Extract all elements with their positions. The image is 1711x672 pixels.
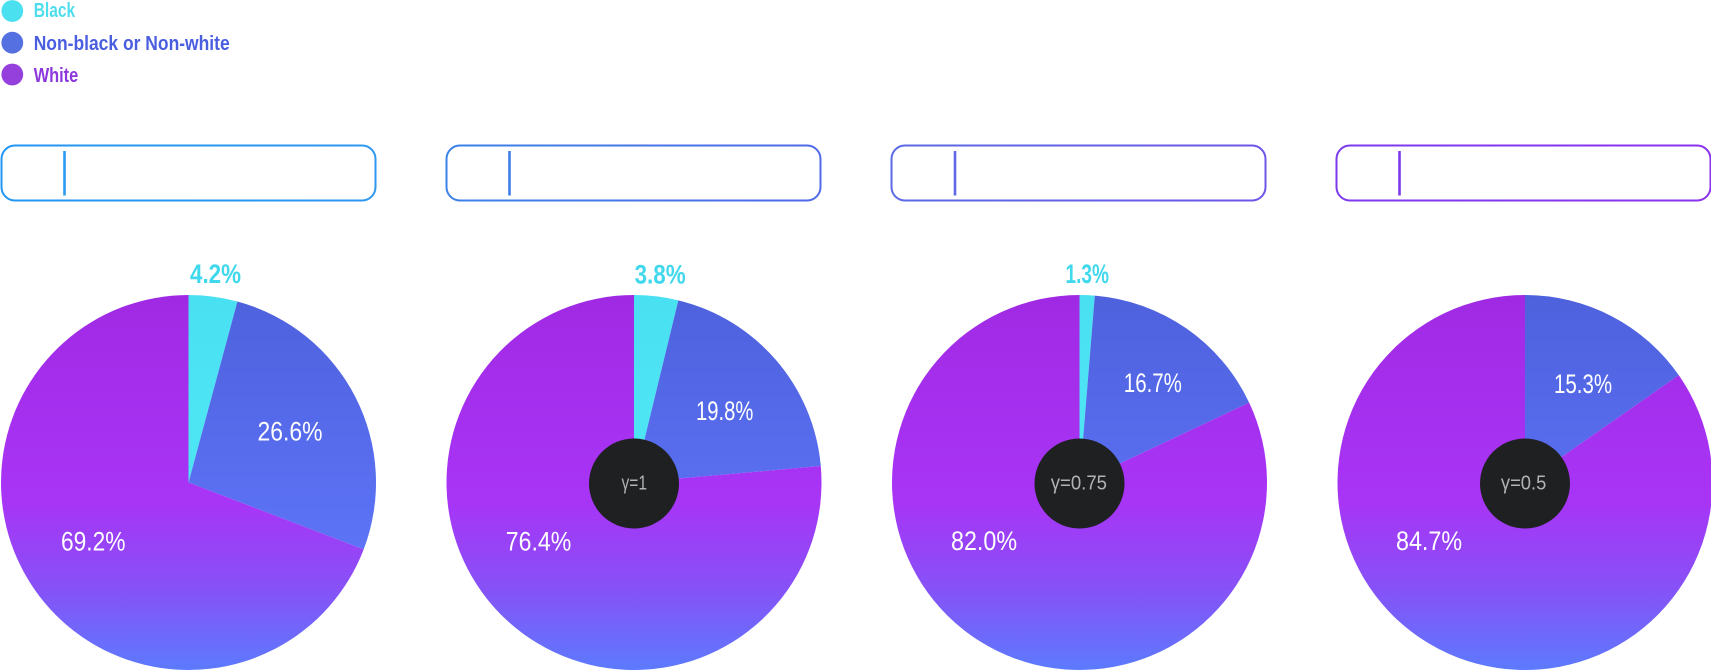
svg-text:84.7%: 84.7% [1396, 526, 1462, 556]
svg-text:Non-black or Non-white: Non-black or Non-white [34, 33, 230, 55]
svg-text:1.3%: 1.3% [1066, 259, 1110, 289]
svg-text:γ=0.5: γ=0.5 [1501, 472, 1546, 494]
svg-text:19.8%: 19.8% [696, 396, 753, 426]
svg-text:4.2%: 4.2% [190, 259, 241, 289]
svg-text:γ=1: γ=1 [622, 472, 648, 494]
svg-text:Black: Black [34, 0, 76, 22]
svg-text:White: White [34, 65, 78, 87]
svg-text:26.6%: 26.6% [258, 417, 323, 447]
svg-text:3.8%: 3.8% [635, 259, 686, 289]
svg-text:15.3%: 15.3% [1554, 369, 1612, 399]
svg-text:16.7%: 16.7% [1124, 368, 1182, 398]
svg-text:69.2%: 69.2% [61, 526, 126, 556]
svg-text:82.0%: 82.0% [951, 526, 1017, 556]
svg-text:76.4%: 76.4% [506, 527, 572, 557]
svg-text:γ=0.75: γ=0.75 [1051, 472, 1107, 494]
